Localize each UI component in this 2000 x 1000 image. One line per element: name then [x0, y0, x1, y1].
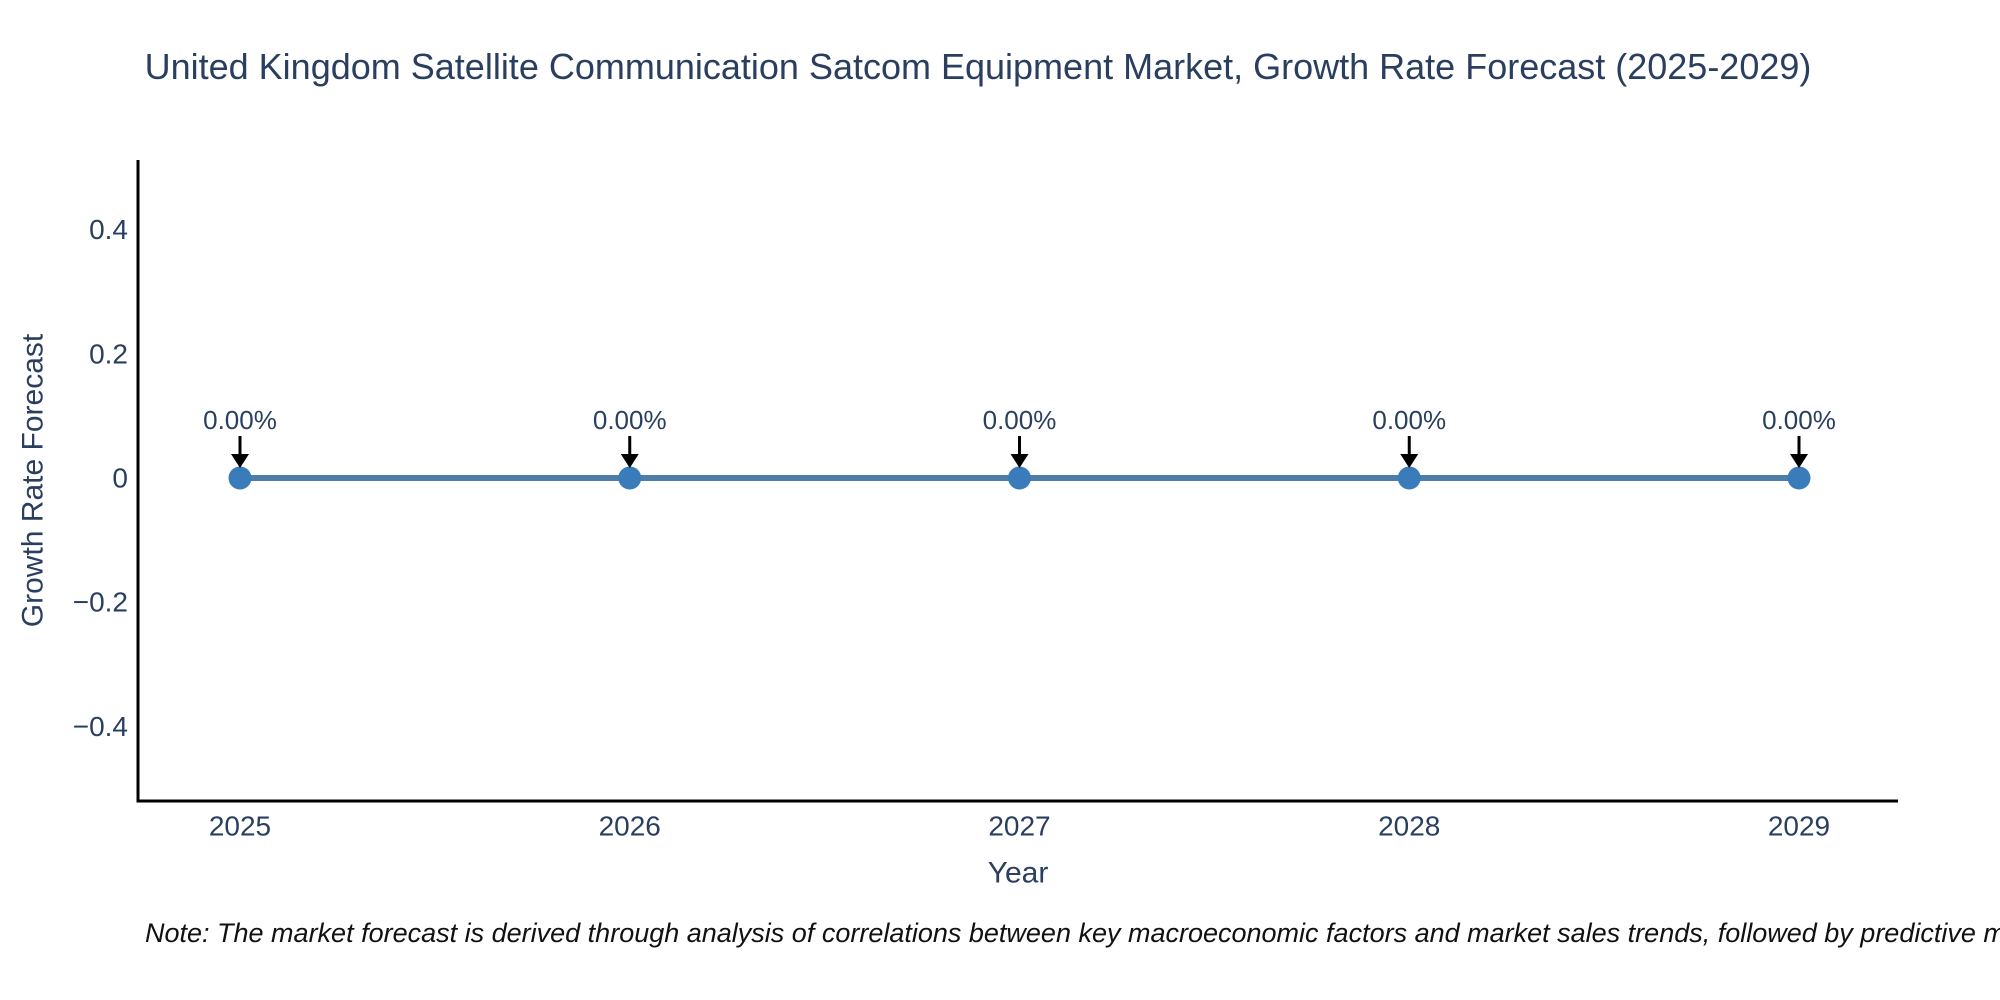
- annotation-arrowhead-icon: [1010, 454, 1029, 468]
- data-point-marker: [1008, 466, 1031, 490]
- annotation-arrowhead-icon: [231, 454, 249, 468]
- chart-title: United Kingdom Satellite Communication S…: [144, 46, 1812, 87]
- y-tick-label: 0: [112, 463, 128, 494]
- point-value-label: 0.00%: [1762, 405, 1836, 435]
- annotation-arrowhead-icon: [620, 454, 639, 468]
- point-value-label: 0.00%: [1372, 405, 1446, 435]
- point-value-label: 0.00%: [593, 405, 667, 435]
- x-tick-label: 2028: [1378, 811, 1440, 842]
- y-tick-label: −0.2: [73, 587, 128, 618]
- data-point-marker: [1397, 466, 1421, 490]
- y-tick-label: −0.4: [73, 711, 128, 742]
- x-tick-label: 2026: [599, 811, 661, 842]
- data-point-marker: [228, 466, 252, 490]
- annotation-arrowhead-icon: [1790, 454, 1808, 468]
- x-tick-label: 2027: [988, 811, 1050, 842]
- y-tick-label: 0.2: [89, 338, 128, 369]
- data-point-marker: [1787, 466, 1811, 490]
- point-value-label: 0.00%: [983, 405, 1057, 435]
- point-value-label: 0.00%: [203, 405, 277, 435]
- y-axis-title: Growth Rate Forecast: [17, 333, 50, 627]
- footnote: Note: The market forecast is derived thr…: [145, 918, 2000, 948]
- data-point-marker: [618, 466, 642, 490]
- x-tick-label: 2029: [1768, 811, 1830, 842]
- x-tick-label: 2025: [209, 811, 271, 842]
- y-tick-label: 0.4: [89, 214, 128, 245]
- x-axis-title: Year: [988, 857, 1049, 890]
- annotation-arrowhead-icon: [1400, 454, 1419, 468]
